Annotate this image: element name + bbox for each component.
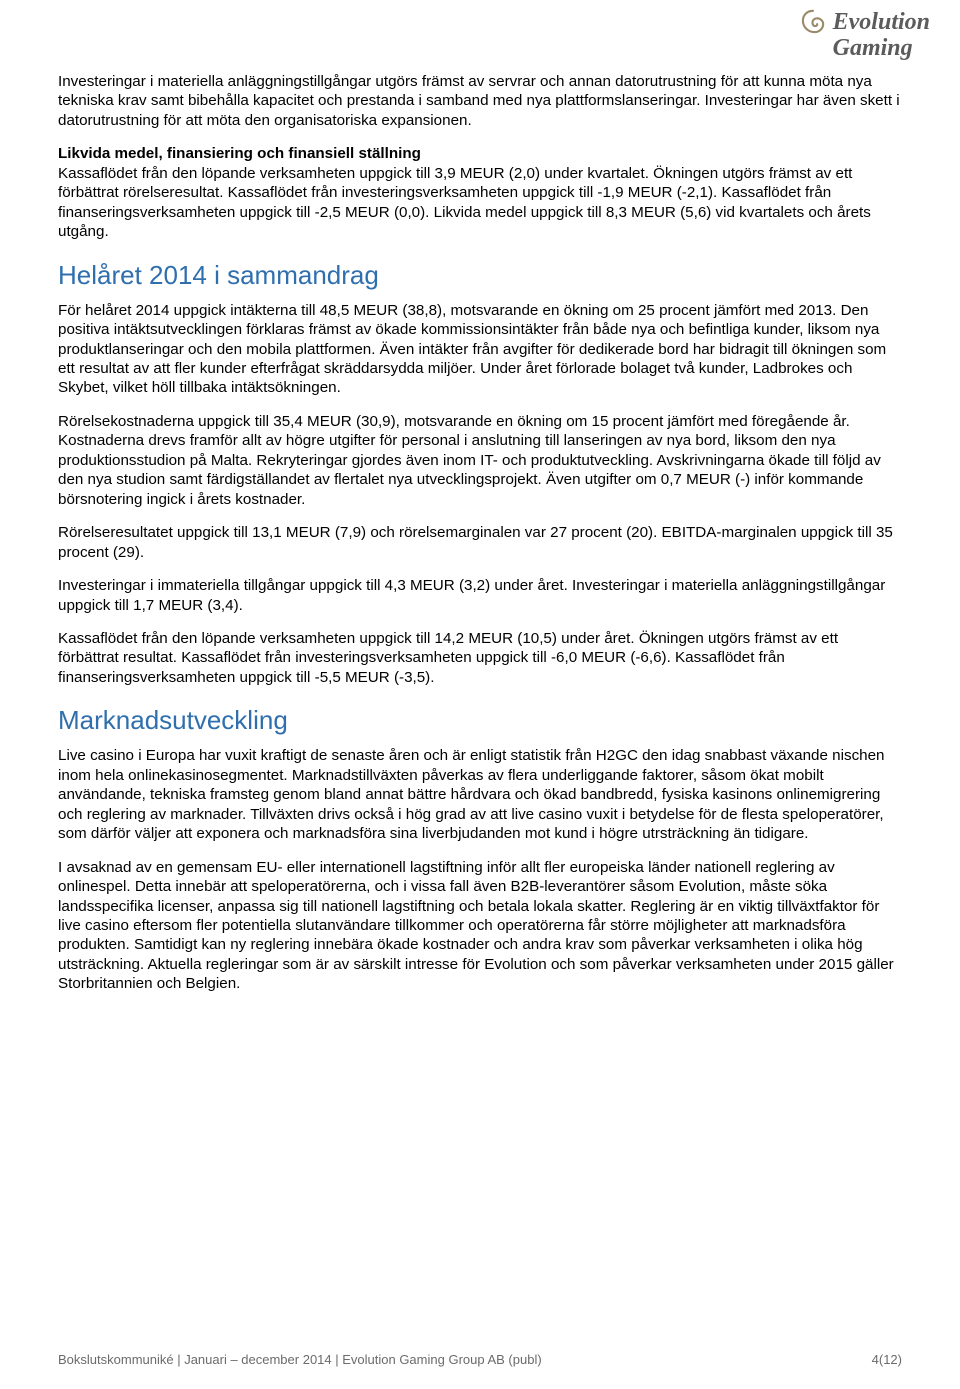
document-page: Evolution Gaming Investeringar i materie… [0,0,960,1389]
footer-left-text: Bokslutskommuniké | Januari – december 2… [58,1352,542,1367]
heading-market-development: Marknadsutveckling [58,705,902,736]
logo-row-1: Evolution [799,8,930,36]
swirl-icon [799,8,827,36]
paragraph-cashflow-year: Kassaflödet från den löpande verksamhete… [58,629,902,687]
top-spacer [58,20,902,72]
heading-fullyear-2014: Helåret 2014 i sammandrag [58,260,902,291]
logo-text-line-2: Gaming [833,36,930,60]
paragraph-fullyear-revenue: För helåret 2014 uppgick intäkterna till… [58,301,902,398]
paragraph-operating-result: Rörelseresultatet uppgick till 13,1 MEUR… [58,523,902,562]
paragraph-regulation: I avsaknad av en gemensam EU- eller inte… [58,858,902,994]
paragraph-market-growth: Live casino i Europa har vuxit kraftigt … [58,746,902,843]
paragraph-investments-intangible: Investeringar i immateriella tillgångar … [58,576,902,615]
page-footer: Bokslutskommuniké | Januari – december 2… [58,1352,902,1367]
paragraph-liquidity: Likvida medel, finansiering och finansie… [58,144,902,241]
logo-text-line-1: Evolution [833,10,930,34]
footer-page-number: 4(12) [872,1352,902,1367]
liquidity-body-run: Kassaflödet från den löpande verksamhete… [58,165,871,240]
paragraph-operating-costs: Rörelsekostnaderna uppgick till 35,4 MEU… [58,412,902,509]
company-logo: Evolution Gaming [799,8,930,60]
paragraph-investments-tangible: Investeringar i materiella anläggningsti… [58,72,902,130]
liquidity-heading-run: Likvida medel, finansiering och finansie… [58,145,421,162]
